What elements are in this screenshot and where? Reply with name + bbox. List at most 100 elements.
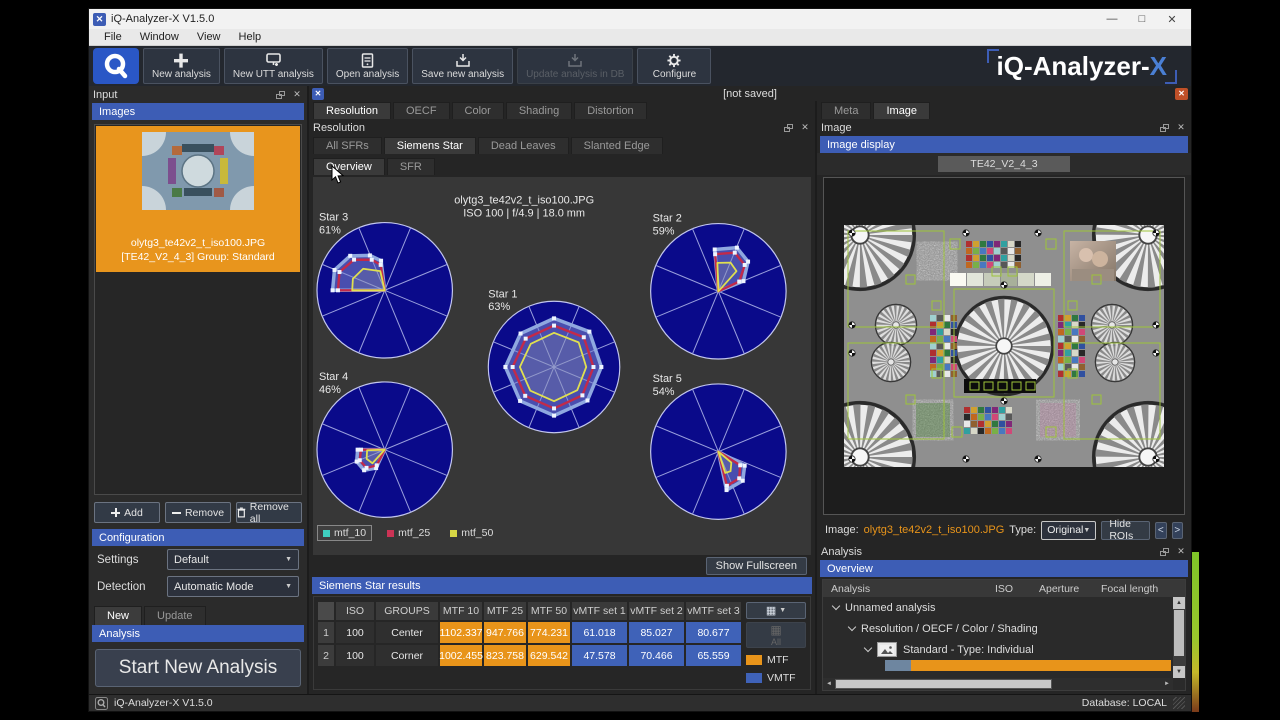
app-icon: ✕ [93,12,106,26]
tab-slanted-edge[interactable]: Slanted Edge [570,137,663,154]
maximize-button[interactable]: □ [1138,13,1146,25]
test-chart-image [832,203,1176,489]
legend-mtf10[interactable]: mtf_10 [317,525,373,541]
results-header: Siemens Star results [312,577,812,594]
vmtf-legend: VMTF [746,672,806,684]
tab-image[interactable]: Image [873,102,931,119]
app-logo[interactable] [93,48,139,84]
scroll-thumb[interactable] [835,679,1052,689]
tab-meta[interactable]: Meta [821,102,872,119]
tab-all-sfrs[interactable]: All SFRs [313,137,382,154]
image-filename: olytg3_te42v2_t_iso100.JPG [863,524,1005,536]
update-analysis-db-button[interactable]: Update analysis in DB [517,48,634,84]
image-info-row: Image: olytg3_te42v2_t_iso100.JPG Type: … [817,517,1191,543]
tree-horizontal-scrollbar[interactable]: ◄ ► [823,678,1173,690]
next-image-button[interactable]: > [1171,521,1184,539]
tab-siemens-star[interactable]: Siemens Star [383,137,476,154]
open-analysis-button[interactable]: Open analysis [326,48,409,84]
document-body: Resolution OECF Color Shading Distortion… [309,101,1191,694]
close-panel-icon[interactable]: ✕ [801,122,809,132]
chevron-expand-icon[interactable] [863,643,873,653]
brand-logo: iQ-Analyzer-X [986,48,1178,84]
tab-new[interactable]: New [94,606,143,625]
scroll-left-icon[interactable]: ◄ [823,678,835,690]
mtf10-swatch [323,529,330,537]
image-display-header: Image display [820,136,1188,153]
tab-distortion[interactable]: Distortion [574,102,647,119]
float-panel-icon[interactable] [276,90,285,99]
results-table[interactable]: ISO GROUPS MTF 10 MTF 25 MTF 50 vMTF set… [318,602,741,684]
menu-file[interactable]: File [104,31,122,43]
minimize-button[interactable]: — [1106,13,1118,25]
resize-grip[interactable] [1173,697,1185,709]
float-panel-icon[interactable] [1160,547,1169,556]
start-new-analysis-button[interactable]: Start New Analysis [95,649,301,687]
image-list-item[interactable]: olytg3_te42v2_t_iso100.JPG [TE42_V2_4_3]… [96,126,300,273]
menu-window[interactable]: Window [139,31,179,43]
image-list[interactable]: olytg3_te42v2_t_iso100.JPG [TE42_V2_4_3]… [94,124,302,495]
tab-update[interactable]: Update [144,606,206,625]
col-corner [318,602,334,620]
chevron-expand-icon[interactable] [847,622,857,632]
close-panel-icon[interactable]: ✕ [1177,546,1185,556]
document-close-button[interactable]: ✕ [1175,87,1188,100]
view-tabs: Overview SFR [309,154,815,175]
settings-dropdown[interactable]: Default ▼ [167,549,299,570]
prev-image-button[interactable]: < [1155,521,1167,539]
tree-node-unnamed-analysis[interactable]: Unnamed analysis [823,597,1185,618]
grid-icon: ▦ [765,605,777,617]
new-analysis-button[interactable]: New analysis [143,48,220,84]
tab-color[interactable]: Color [451,102,504,119]
image-display-canvas[interactable] [823,177,1185,515]
menu-help[interactable]: Help [238,31,262,43]
scroll-thumb[interactable] [1174,610,1184,656]
utt-monitor-plus-icon [266,52,281,66]
chart-legend: mtf_10 mtf_25 mtf_50 [317,525,498,541]
type-dropdown[interactable]: Original ▼ [1041,520,1097,540]
svg-text:Star 5: Star 5 [653,373,682,385]
scroll-down-icon[interactable]: ▼ [1173,666,1185,678]
float-panel-icon[interactable] [1160,123,1169,132]
close-button[interactable]: ✕ [1167,13,1177,26]
hide-rois-button[interactable]: Hide ROIs [1101,518,1151,542]
tab-oecf[interactable]: OECF [392,102,450,119]
tab-shading[interactable]: Shading [505,102,573,119]
table-view-button[interactable]: ▦ ▼ [746,602,806,619]
show-fullscreen-button[interactable]: Show Fullscreen [705,557,807,575]
menu-view[interactable]: View [196,31,221,43]
legend-mtf50[interactable]: mtf_50 [445,526,498,540]
detection-dropdown[interactable]: Automatic Mode ▼ [167,576,299,597]
tab-dead-leaves[interactable]: Dead Leaves [477,137,569,154]
main-area: Input ✕ Images [89,86,1191,694]
add-button[interactable]: Add [94,502,160,523]
float-panel-icon[interactable] [784,123,793,132]
chart-name-button[interactable]: TE42_V2_4_3 [938,156,1070,172]
chevron-expand-icon[interactable] [831,601,841,611]
tree-node-selected-partial[interactable] [885,660,1171,671]
close-panel-icon[interactable]: ✕ [1177,122,1185,132]
input-panel-header: Input ✕ [89,86,307,103]
svg-text:63%: 63% [488,301,510,313]
status-database: Database: LOCAL [1081,697,1167,709]
scroll-up-icon[interactable]: ▲ [1173,597,1185,609]
legend-mtf25[interactable]: mtf_25 [382,526,435,540]
save-new-analysis-button[interactable]: Save new analysis [412,48,514,84]
configure-button[interactable]: Configure [637,48,712,84]
new-utt-analysis-button[interactable]: New UTT analysis [223,48,323,84]
scroll-right-icon[interactable]: ► [1161,678,1173,690]
remove-button[interactable]: Remove [165,502,231,523]
tree-node-standard[interactable]: Standard - Type: Individual [823,639,1185,660]
resolution-subtabs: All SFRs Siemens Star Dead Leaves Slante… [309,136,815,154]
remove-all-button[interactable]: Remove all [236,501,302,525]
mtf25-swatch [387,529,395,537]
tree-node-modules[interactable]: Resolution / OECF / Color / Shading [823,618,1185,639]
tab-overview[interactable]: Overview [313,158,385,175]
tab-sfr[interactable]: SFR [386,158,435,175]
analysis-tree-columns: Analysis ISO Aperture Focal length [823,580,1185,597]
tree-vertical-scrollbar[interactable]: ▲ ▼ [1173,597,1185,678]
table-all-button[interactable]: ▦ All [746,622,806,648]
close-panel-icon[interactable]: ✕ [293,89,301,99]
tab-resolution[interactable]: Resolution [313,102,391,119]
svg-text:Star 2: Star 2 [653,213,682,225]
